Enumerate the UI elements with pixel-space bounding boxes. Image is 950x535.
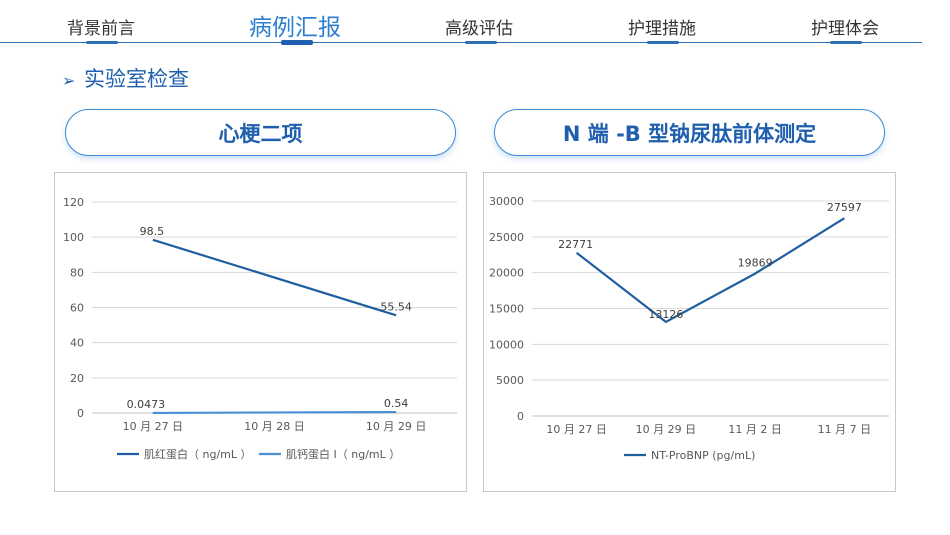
tab-advanced-assessment[interactable]: 高级评估	[445, 19, 513, 39]
chart-panel-ntprobnp: 0 5000 10000 15000 20000 25000 30000 10 月 27 日 1…	[483, 172, 896, 492]
x-tick-label: 10 月 29 日	[366, 420, 426, 433]
y-tick-label: 20000	[489, 267, 524, 280]
data-label: 0.54	[384, 397, 409, 410]
cardiac-markers-chart: 0 20 40 60 80 100 120 10 月 27 日 10 月 28 日 10 月 29…	[63, 196, 457, 461]
data-label: 98.5	[140, 225, 165, 238]
y-tick-label: 80	[70, 266, 84, 279]
tab-case-report[interactable]: 病例汇报	[249, 15, 341, 41]
tab-indicator	[465, 41, 497, 44]
legend-entry: 肌钙蛋白 I（ ng/mL ）	[286, 447, 400, 461]
section-title: 实验室检查	[84, 67, 189, 91]
y-tick-label: 120	[63, 196, 84, 209]
chart-panel-cardiac: 0 20 40 60 80 100 120 10 月 27 日 10 月 28 日 10 月 29…	[54, 172, 467, 492]
y-tick-label: 100	[63, 231, 84, 244]
data-label: 22771	[558, 238, 593, 251]
tab-nursing-measures[interactable]: 护理措施	[628, 19, 696, 39]
chart-title-right: N 端 -B 型钠尿肽前体测定	[494, 109, 885, 156]
y-tick-label: 0	[517, 410, 524, 423]
x-tick-label: 10 月 27 日	[546, 423, 606, 436]
y-tick-label: 10000	[489, 338, 524, 351]
x-tick-label: 10 月 28 日	[244, 420, 304, 433]
x-tick-label: 11 月 7 日	[818, 423, 872, 436]
data-label: 27597	[827, 201, 862, 214]
series-line	[152, 238, 397, 317]
nav-divider	[0, 42, 922, 43]
ntprobnp-chart: 0 5000 10000 15000 20000 25000 30000 10 月 27 日 1…	[489, 195, 889, 462]
x-tick-label: 11 月 2 日	[728, 423, 782, 436]
tab-background[interactable]: 背景前言	[67, 19, 135, 39]
data-label: 55.54	[380, 300, 412, 313]
y-tick-label: 60	[70, 302, 84, 315]
top-navigation: 背景前言 病例汇报 高级评估 护理措施 护理体会	[0, 0, 950, 46]
tab-indicator	[86, 41, 118, 44]
y-tick-label: 0	[77, 407, 84, 420]
chart-title-left: 心梗二项	[65, 109, 456, 156]
series-line	[575, 217, 845, 324]
tab-indicator	[647, 41, 679, 44]
y-tick-label: 30000	[489, 195, 524, 208]
legend-entry: NT-ProBNP (pg/mL)	[651, 449, 755, 462]
x-tick-label: 10 月 27 日	[123, 420, 183, 433]
y-tick-label: 5000	[496, 374, 524, 387]
data-label: 19869	[738, 257, 773, 270]
tab-indicator-active	[281, 40, 313, 45]
arrow-icon: ➢	[62, 71, 76, 90]
y-tick-label: 20	[70, 372, 84, 385]
x-tick-label: 10 月 29 日	[636, 423, 696, 436]
data-label: 0.0473	[127, 398, 166, 411]
y-tick-label: 40	[70, 337, 84, 350]
legend-entry: 肌红蛋白（ ng/mL ）	[144, 447, 252, 461]
y-tick-label: 15000	[489, 303, 524, 316]
section-heading: ➢ 实验室检查	[62, 63, 189, 93]
y-tick-label: 25000	[489, 231, 524, 244]
tab-indicator	[830, 41, 862, 44]
tab-nursing-experience[interactable]: 护理体会	[811, 19, 879, 39]
series-line	[152, 410, 397, 415]
data-label: 13126	[648, 308, 683, 321]
